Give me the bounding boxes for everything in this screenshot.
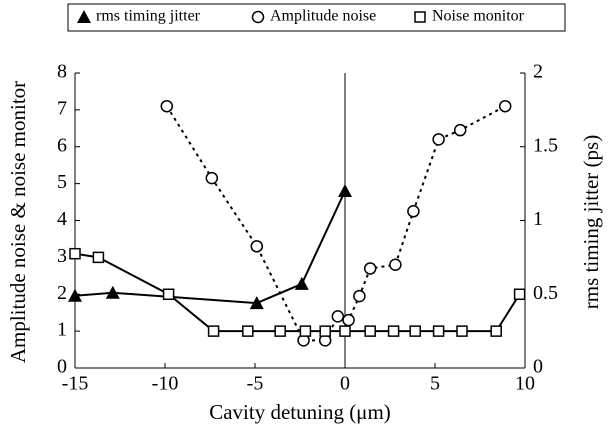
- legend-label: Noise monitor: [432, 8, 525, 25]
- marker-circle: [363, 262, 377, 275]
- marker-circle: [498, 99, 512, 113]
- y-tick-label: 3: [57, 245, 67, 267]
- y-tick-label: 6: [57, 134, 67, 156]
- marker-circle: [389, 258, 402, 271]
- marker-square: [162, 288, 175, 300]
- y2-tick-label: 0.5: [533, 282, 558, 304]
- series-line: [74, 252, 521, 333]
- y-tick-label: 7: [57, 97, 67, 119]
- marker-square: [339, 325, 351, 337]
- y-tick-label: 0: [57, 356, 67, 378]
- marker-circle: [160, 99, 174, 113]
- x-tick-label: 5: [430, 373, 440, 395]
- marker-circle: [250, 240, 264, 253]
- marker-triangle: [77, 10, 91, 23]
- y2-tick-label: 0: [533, 356, 543, 378]
- marker-square: [242, 325, 254, 337]
- series-line: [165, 105, 506, 342]
- y-tick-label: 2: [57, 282, 67, 304]
- marker-circle: [353, 289, 366, 303]
- y2-axis-label: rms timing jitter (ps): [579, 135, 603, 309]
- y-tick-label: 8: [57, 61, 67, 83]
- marker-circle: [432, 133, 445, 146]
- marker-square: [456, 325, 468, 337]
- x-tick-label: -5: [247, 373, 264, 395]
- x-tick-label: 0: [340, 373, 350, 395]
- marker-square: [299, 325, 312, 337]
- marker-circle: [453, 123, 467, 137]
- marker-square: [414, 11, 426, 23]
- marker-square: [387, 325, 400, 337]
- marker-square: [274, 325, 286, 337]
- legend-label: rms timing jitter: [96, 8, 201, 25]
- marker-square: [207, 325, 220, 337]
- x-tick-label: 10: [515, 373, 535, 395]
- marker-square: [69, 247, 81, 260]
- marker-square: [432, 325, 445, 337]
- marker-triangle: [105, 285, 120, 299]
- marker-circle: [407, 205, 420, 218]
- y-tick-label: 4: [57, 208, 67, 230]
- y2-tick-label: 1: [533, 208, 543, 230]
- y-tick-label: 1: [57, 319, 67, 341]
- marker-circle: [205, 171, 219, 185]
- y2-tick-label: 2: [533, 61, 543, 83]
- marker-triangle: [338, 184, 352, 197]
- marker-circle: [331, 310, 345, 323]
- marker-circle: [342, 313, 355, 327]
- marker-square: [92, 251, 105, 264]
- marker-circle: [251, 10, 265, 24]
- marker-square: [513, 288, 526, 300]
- marker-square: [409, 325, 421, 337]
- marker-triangle: [249, 296, 264, 310]
- marker-triangle: [294, 276, 309, 290]
- x-axis-label: Cavity detuning (μm): [209, 400, 391, 424]
- y-axis-label: Amplitude noise & noise monitor: [6, 81, 30, 363]
- y-tick-label: 5: [57, 171, 67, 193]
- legend-box: [67, 3, 566, 32]
- y2-tick-label: 1.5: [533, 134, 558, 156]
- marker-square: [319, 325, 331, 337]
- marker-square: [364, 325, 376, 337]
- marker-triangle: [68, 288, 82, 302]
- x-tick-label: -10: [152, 373, 179, 395]
- marker-square: [490, 325, 502, 337]
- x-tick-label: -15: [62, 373, 89, 395]
- legend-label: Amplitude noise: [270, 8, 376, 25]
